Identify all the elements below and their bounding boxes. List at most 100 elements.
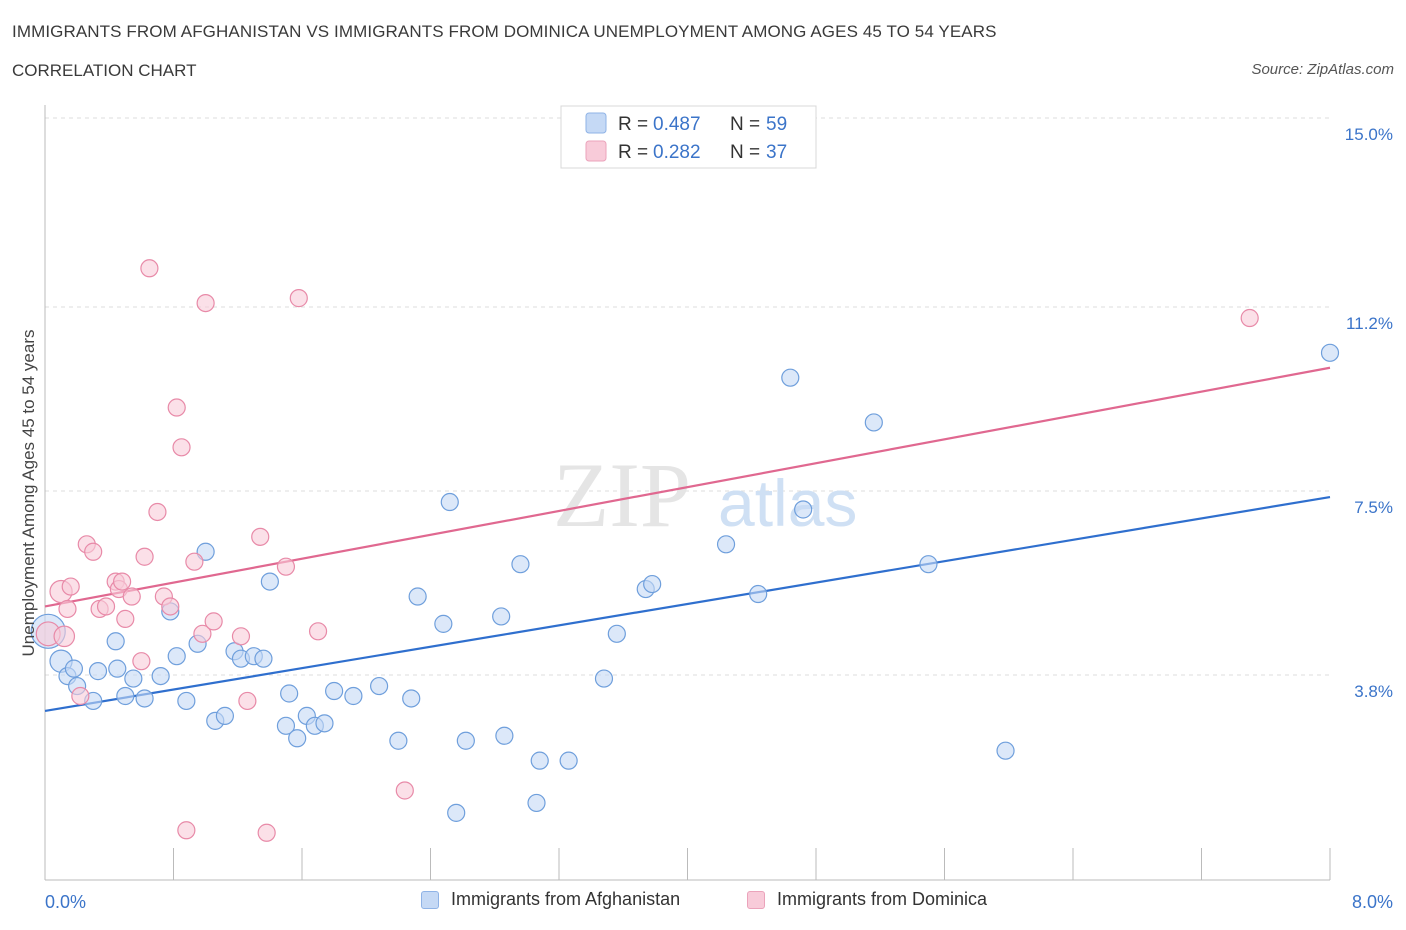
afghanistan-point-13[interactable] xyxy=(167,647,186,666)
afghanistan-point-26[interactable] xyxy=(288,729,307,748)
afghanistan-point-34[interactable] xyxy=(402,689,421,708)
afghanistan-point-54[interactable] xyxy=(864,413,883,432)
legend-item-dominica[interactable]: Immigrants from Dominica xyxy=(747,889,987,910)
source-credit: Source: ZipAtlas.com xyxy=(1251,61,1394,78)
afghanistan-point-36[interactable] xyxy=(434,614,453,633)
afghanistan-point-50[interactable] xyxy=(716,535,736,554)
dominica-point-30[interactable] xyxy=(251,527,270,546)
afghanistan-point-22[interactable] xyxy=(254,649,273,668)
watermark: ZIP atlas xyxy=(553,444,857,546)
afghanistan-point-31[interactable] xyxy=(344,686,363,706)
dominica-point-12[interactable] xyxy=(112,572,132,591)
legend-r-value-afghanistan: 0.487 xyxy=(653,114,701,135)
afghanistan-point-25[interactable] xyxy=(280,684,299,703)
dominica-point-35[interactable] xyxy=(395,781,414,800)
legend-swatch-afghanistan-bottom xyxy=(421,890,439,909)
dominica-point-31[interactable] xyxy=(257,823,276,842)
dominica-point-29[interactable] xyxy=(238,691,257,711)
dominica-point-9[interactable] xyxy=(96,597,116,616)
afghanistan-point-43[interactable] xyxy=(527,793,546,813)
y-axis-title: Unemployment Among Ages 45 to 54 years xyxy=(19,330,38,657)
y-tick-labels: 3.8% 7.5% 11.2% 15.0% xyxy=(1345,125,1393,701)
legend-r-label-dominica: R = xyxy=(618,142,653,163)
y-tick-label-0: 3.8% xyxy=(1354,682,1393,701)
legend-label-afghanistan: Immigrants from Afghanistan xyxy=(451,889,681,909)
afghanistan-point-14[interactable] xyxy=(177,691,196,711)
afghanistan-point-51[interactable] xyxy=(749,584,768,604)
afghanistan-point-7[interactable] xyxy=(106,632,125,651)
dominica-point-16[interactable] xyxy=(135,547,154,566)
afghanistan-point-52[interactable] xyxy=(781,368,800,387)
legend-item-afghanistan[interactable]: Immigrants from Afghanistan xyxy=(421,889,680,910)
dominica-point-26[interactable] xyxy=(196,293,215,313)
afghanistan-point-46[interactable] xyxy=(594,669,614,688)
legend-n-label-dominica: N = xyxy=(730,142,765,163)
x-axis-ticks xyxy=(173,848,1331,880)
dominica-point-14[interactable] xyxy=(122,587,141,606)
dominica-point-33[interactable] xyxy=(289,289,308,308)
dominica-point-20[interactable] xyxy=(161,597,180,616)
dominica-point-22[interactable] xyxy=(172,438,191,457)
afghanistan-point-23[interactable] xyxy=(260,572,279,591)
dominica-point-15[interactable] xyxy=(132,652,151,671)
afghanistan-point-45[interactable] xyxy=(559,751,578,770)
dominica-point-2[interactable] xyxy=(53,625,76,648)
afghanistan-point-3[interactable] xyxy=(64,659,84,678)
dominica-point-13[interactable] xyxy=(116,609,135,629)
dominica-point-27[interactable] xyxy=(204,612,223,631)
afghanistan-point-44[interactable] xyxy=(530,751,549,770)
dominica-point-24[interactable] xyxy=(185,552,204,571)
afghanistan-point-49[interactable] xyxy=(643,574,662,594)
dominica-point-3[interactable] xyxy=(58,599,77,619)
afghanistan-point-11[interactable] xyxy=(151,666,170,686)
afghanistan-point-10[interactable] xyxy=(135,689,154,708)
afghanistan-point-58[interactable] xyxy=(116,686,135,706)
dominica-point-32[interactable] xyxy=(276,557,296,576)
dominica-point-23[interactable] xyxy=(177,821,196,840)
legend-swatch-dominica xyxy=(585,140,607,162)
afghanistan-point-42[interactable] xyxy=(511,555,530,574)
afghanistan-point-6[interactable] xyxy=(88,662,108,681)
dominica-point-21[interactable] xyxy=(167,398,186,417)
afghanistan-point-9[interactable] xyxy=(124,669,143,688)
afghanistan-point-32[interactable] xyxy=(370,676,389,696)
afghanistan-point-47[interactable] xyxy=(607,624,626,643)
data-points xyxy=(30,259,1340,842)
afghanistan-point-35[interactable] xyxy=(408,587,427,606)
afghanistan-point-39[interactable] xyxy=(456,731,475,750)
dominica-point-17[interactable] xyxy=(140,259,159,278)
x-tick-labels: 0.0% 8.0% xyxy=(45,892,1393,912)
legend-n-label-afghanistan: N = xyxy=(730,114,765,135)
grid-lines xyxy=(45,117,1330,676)
dominica-point-25[interactable] xyxy=(193,624,212,643)
afghanistan-point-8[interactable] xyxy=(108,659,127,678)
afghanistan-point-41[interactable] xyxy=(495,726,514,745)
afghanistan-point-57[interactable] xyxy=(1320,343,1340,362)
chart-title: IMMIGRANTS FROM AFGHANISTAN VS IMMIGRANT… xyxy=(12,22,997,41)
correlation-legend: R = 0.487 N = 59 R = 0.282 N = 37 xyxy=(560,105,817,169)
afghanistan-point-33[interactable] xyxy=(389,731,408,750)
afghanistan-point-53[interactable] xyxy=(794,500,813,519)
dominica-point-36[interactable] xyxy=(1240,308,1259,328)
afghanistan-point-55[interactable] xyxy=(919,555,938,574)
dominica-point-34[interactable] xyxy=(308,622,328,641)
afghanistan-trend-line xyxy=(44,495,1331,712)
afghanistan-point-37[interactable] xyxy=(440,492,459,512)
legend-n-value-dominica: 37 xyxy=(766,142,787,163)
afghanistan-point-56[interactable] xyxy=(996,741,1015,760)
legend-label-dominica: Immigrants from Dominica xyxy=(777,889,988,909)
legend-r-label-afghanistan: R = xyxy=(618,114,653,135)
dominica-point-5[interactable] xyxy=(71,686,90,706)
afghanistan-point-30[interactable] xyxy=(325,681,344,701)
dominica-point-7[interactable] xyxy=(84,542,103,561)
afghanistan-point-29[interactable] xyxy=(315,714,334,733)
dominica-point-18[interactable] xyxy=(148,502,167,522)
dominica-point-4[interactable] xyxy=(61,577,80,596)
y-tick-label-3: 15.0% xyxy=(1345,125,1393,144)
dominica-point-28[interactable] xyxy=(231,627,251,646)
afghanistan-point-24[interactable] xyxy=(276,716,296,735)
chart-subtitle: CORRELATION CHART xyxy=(12,61,197,80)
afghanistan-point-40[interactable] xyxy=(492,607,511,626)
afghanistan-point-18[interactable] xyxy=(215,706,234,725)
afghanistan-point-38[interactable] xyxy=(447,803,466,822)
